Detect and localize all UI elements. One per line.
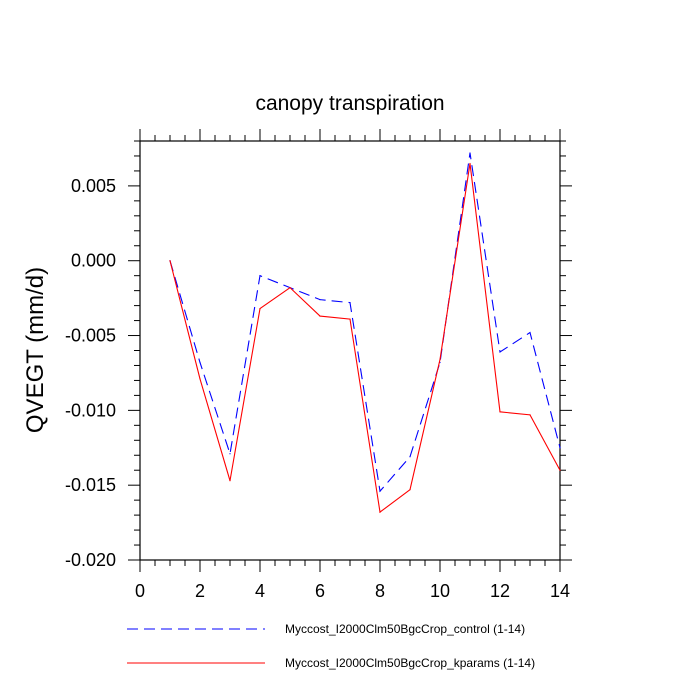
- series-1-point: [259, 308, 261, 310]
- series-1-point: [559, 469, 561, 471]
- series-0-point: [499, 351, 501, 353]
- legend-label-1: Myccost_I2000Clm50BgcCrop_kparams (1-14): [285, 656, 535, 670]
- x-tick-label: 14: [550, 581, 570, 601]
- y-tick-label: -0.005: [65, 326, 116, 346]
- plot-area: 0 2 4 6 8 10 12 14 0.005 0.000 -0.005 -0.010 -0.015 -…: [65, 129, 572, 601]
- series-1-point: [379, 511, 381, 513]
- series-1-point: [319, 315, 321, 317]
- x-tick-label: 4: [255, 581, 265, 601]
- plot-frame: [139, 140, 561, 561]
- x-tick-label: 12: [490, 581, 510, 601]
- series-0-point: [379, 490, 381, 492]
- x-tick-label: 2: [195, 581, 205, 601]
- series-0-point: [319, 299, 321, 301]
- series-0-point: [529, 331, 531, 334]
- series-0-point: [349, 302, 351, 304]
- series-1-point: [439, 358, 441, 361]
- series-0-point: [259, 275, 261, 277]
- series-0-point: [229, 453, 231, 455]
- series-1-point: [199, 378, 201, 380]
- series-1-point: [289, 287, 291, 289]
- y-axis-label: QVEGT (mm/d): [22, 267, 49, 433]
- legend-label-0: Myccost_I2000Clm50BgcCrop_control (1-14): [285, 622, 525, 636]
- series-line-0: [169, 152, 561, 493]
- y-tick-label: -0.010: [65, 400, 116, 420]
- series-1-point: [499, 411, 501, 413]
- chart-title: canopy transpiration: [255, 92, 444, 115]
- series-line-1: [169, 163, 561, 514]
- series-1-point: [229, 480, 231, 482]
- y-tick-label: -0.015: [65, 475, 116, 495]
- x-tick-label: 8: [375, 581, 385, 601]
- series-1-point: [349, 318, 351, 320]
- series-1-point: [409, 489, 411, 491]
- y-tick-label: 0.005: [71, 176, 116, 196]
- y-tick-label: -0.020: [65, 550, 116, 570]
- series-1-point: [169, 260, 171, 262]
- series-0-point: [469, 152, 471, 154]
- x-tick-label: 10: [430, 581, 450, 601]
- series-0-point: [409, 456, 411, 458]
- x-tick-label: 6: [315, 581, 325, 601]
- y-tick-label: 0.000: [71, 251, 116, 271]
- legend: Myccost_I2000Clm50BgcCrop_control (1-14)…: [127, 622, 535, 670]
- series-0-point: [559, 447, 561, 449]
- series-1-point: [469, 162, 471, 165]
- series-1-point: [529, 414, 531, 416]
- x-tick-label: 0: [135, 581, 145, 601]
- series-0-point: [199, 361, 201, 364]
